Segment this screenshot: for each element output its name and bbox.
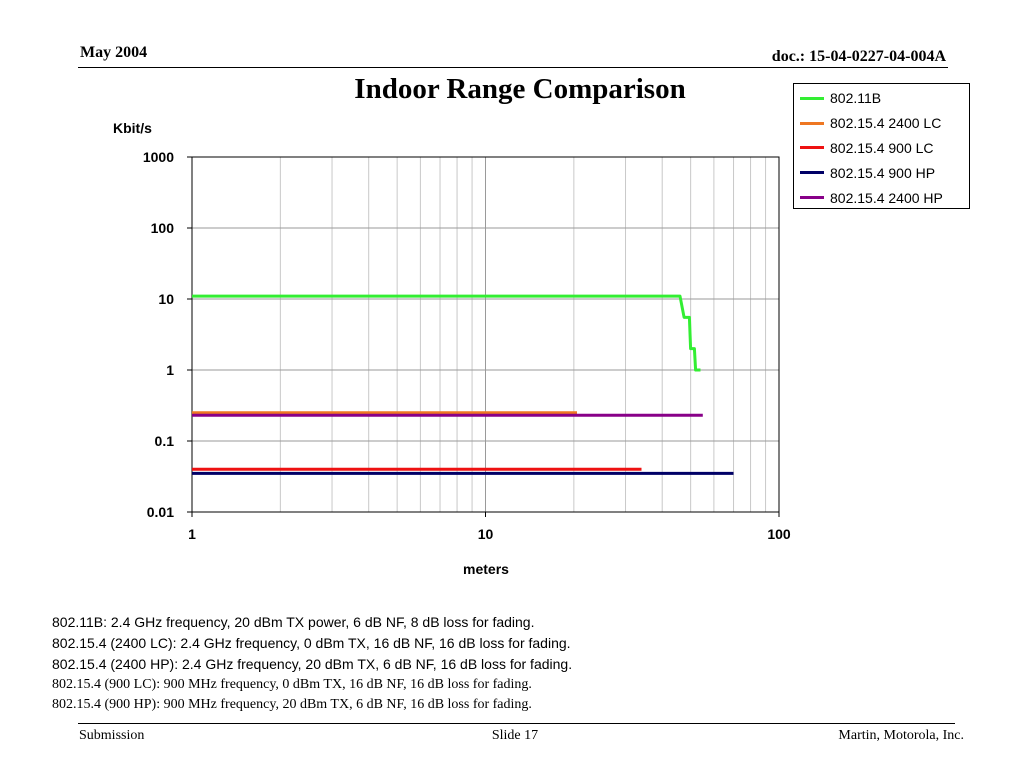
x-axis-label: meters [463,561,509,577]
note-2400-hp: 802.15.4 (2400 HP): 2.4 GHz frequency, 2… [52,656,573,672]
y-axis-label: Kbit/s [113,120,152,136]
legend-label: 802.15.4 2400 LC [830,115,942,132]
note-2400-lc: 802.15.4 (2400 LC): 2.4 GHz frequency, 0… [52,635,571,651]
chart-legend: 802.11B 802.15.4 2400 LC 802.15.4 900 LC… [793,83,970,209]
legend-swatch [800,171,824,175]
legend-swatch [800,121,824,125]
parameter-notes: 802.11B: 2.4 GHz frequency, 20 dBm TX po… [52,612,572,715]
footer-submission: Submission [79,728,145,743]
legend-item-802-11b: 802.11B [794,86,969,111]
legend-item-900-lc: 802.15.4 900 LC [794,136,969,161]
note-900-lc: 802.15.4 (900 LC): 900 MHz frequency, 0 … [52,677,532,692]
y-tick-label: 0.01 [147,504,174,520]
y-tick-label: 100 [151,220,175,236]
note-802-11b: 802.11B: 2.4 GHz frequency, 20 dBm TX po… [52,614,535,630]
slide-title: Indoor Range Comparison [354,73,686,105]
x-tick-label: 100 [767,526,791,542]
y-tick-label: 10 [158,291,174,307]
series-line-802-11b [192,294,701,372]
legend-item-2400-lc: 802.15.4 2400 LC [794,111,969,136]
legend-swatch [800,146,824,150]
header-doc-id: doc.: 15-04-0227-04-004A [771,48,946,65]
legend-label: 802.15.4 2400 HP [830,189,943,206]
x-tick-label: 10 [478,526,494,542]
footer-author: Martin, Motorola, Inc. [838,728,964,743]
y-tick-label: 0.1 [155,433,175,449]
legend-label: 802.11B [830,90,882,107]
legend-swatch [800,96,824,100]
header-date: May 2004 [80,44,148,61]
legend-label: 802.15.4 900 HP [830,164,936,181]
note-900-hp: 802.15.4 (900 HP): 900 MHz frequency, 20… [52,697,532,712]
y-tick-label: 1000 [143,149,174,165]
legend-swatch [800,196,824,200]
x-tick-label: 1 [188,526,196,542]
footer-slide-number: Slide 17 [491,728,539,743]
footer-divider [78,723,955,724]
y-tick-label: 1 [166,362,174,378]
legend-item-900-hp: 802.15.4 900 HP [794,160,969,185]
legend-item-2400-hp: 802.15.4 2400 HP [794,185,969,210]
header-divider [78,67,948,68]
legend-label: 802.15.4 900 LC [830,139,934,156]
